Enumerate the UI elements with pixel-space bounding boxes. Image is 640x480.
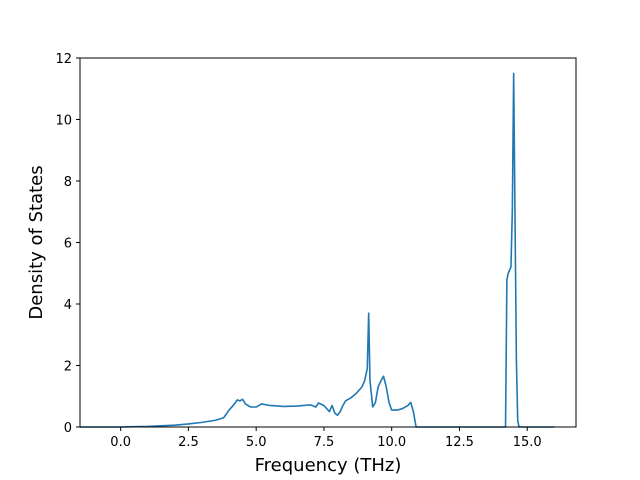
y-axis-label: Density of States: [26, 165, 47, 319]
y-tick-label: 4: [64, 298, 72, 313]
y-axis-ticks: 0 2 4 6 8 10 12: [55, 52, 80, 436]
x-tick-label: 15.0: [513, 435, 542, 450]
x-tick-label: 2.5: [178, 435, 199, 450]
y-tick-label: 2: [64, 360, 72, 375]
x-tick-label: 5.0: [246, 435, 267, 450]
y-tick-label: 12: [55, 52, 72, 67]
x-axis-label: Frequency (THz): [255, 455, 402, 476]
x-tick-label: 7.5: [314, 435, 335, 450]
y-tick-label: 8: [64, 175, 72, 190]
y-tick-label: 6: [64, 237, 72, 252]
x-tick-label: 12.5: [445, 435, 474, 450]
y-tick-label: 10: [55, 114, 72, 129]
x-tick-label: 0.0: [110, 435, 131, 450]
x-tick-label: 10.0: [377, 435, 406, 450]
x-axis-ticks: 0.0 2.5 5.0 7.5 10.0 12.5 15.0: [110, 427, 542, 450]
axes-frame: [79, 57, 577, 428]
y-tick-label: 0: [64, 421, 72, 436]
